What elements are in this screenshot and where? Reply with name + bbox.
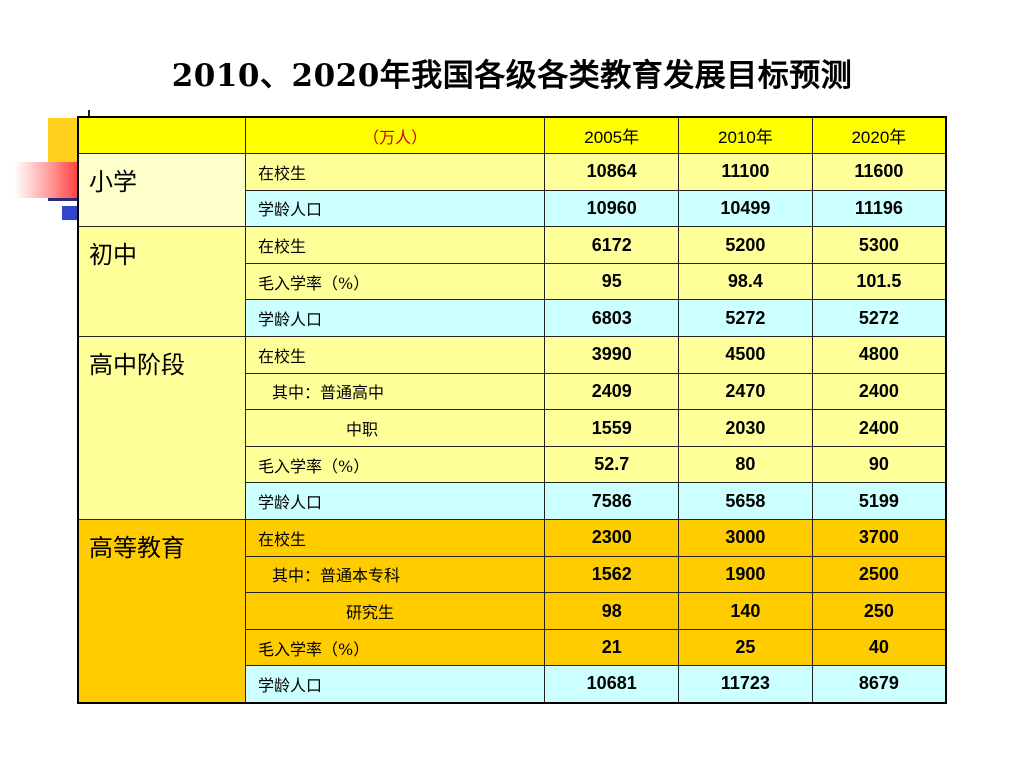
value-cell: 5272 xyxy=(811,299,947,338)
value-cell: 6172 xyxy=(544,226,680,264)
table-row: 其中：普通本专科 1562 1900 2500 xyxy=(78,555,947,594)
value-cell: 3990 xyxy=(544,336,680,374)
row-label: 毛入学率（%） xyxy=(245,262,546,301)
decor-tick-mark xyxy=(88,110,90,118)
value-cell: 8679 xyxy=(811,665,947,703)
value-cell: 10499 xyxy=(678,189,813,228)
header-year-2020: 2020年 xyxy=(811,116,947,155)
category-senior-high: 高中阶段 xyxy=(77,336,247,521)
table-row: 高中阶段 在校生 3990 4500 4800 xyxy=(77,336,947,521)
value-cell: 7586 xyxy=(544,482,680,521)
value-cell: 5300 xyxy=(811,226,947,264)
decor-yellow-square xyxy=(48,118,78,164)
value-cell: 11196 xyxy=(811,189,947,228)
header-year-2005: 2005年 xyxy=(544,116,680,155)
value-cell: 98 xyxy=(544,592,680,630)
value-cell: 5200 xyxy=(678,226,813,264)
row-label: 在校生 xyxy=(245,519,546,557)
value-cell: 11600 xyxy=(811,153,947,191)
decor-blue-square xyxy=(62,206,78,220)
value-cell: 10960 xyxy=(544,189,680,228)
table-row: 毛入学率（%） 21 25 40 xyxy=(78,628,947,667)
value-cell: 2409 xyxy=(544,372,680,411)
value-cell: 2470 xyxy=(678,372,813,411)
value-cell: 25 xyxy=(678,628,813,667)
row-label: 其中：普通本专科 xyxy=(245,555,546,594)
row-label: 中职 xyxy=(245,409,546,447)
table-row: 学龄人口 10681 11723 8679 xyxy=(78,665,947,703)
value-cell: 1559 xyxy=(544,409,680,447)
value-cell: 1562 xyxy=(544,555,680,594)
category-primary: 小学 xyxy=(77,153,247,228)
table-row: 研究生 98 140 250 xyxy=(78,592,947,630)
table-row: 高等教育 在校生 2300 3000 3700 xyxy=(77,519,947,703)
category-higher-education: 高等教育 xyxy=(77,519,247,703)
value-cell: 1900 xyxy=(678,555,813,594)
value-cell: 2300 xyxy=(544,519,680,557)
value-cell: 5658 xyxy=(678,482,813,521)
row-label: 学龄人口 xyxy=(245,299,546,338)
row-label: 在校生 xyxy=(245,153,546,191)
row-label: 毛入学率（%） xyxy=(245,628,546,667)
table-row: 学龄人口 10960 10499 11196 xyxy=(78,189,947,228)
value-cell: 80 xyxy=(678,445,813,484)
value-cell: 101.5 xyxy=(811,262,947,301)
value-cell: 90 xyxy=(811,445,947,484)
table-row: 毛入学率（%） 52.7 80 90 xyxy=(78,445,947,484)
education-forecast-table: （万人） 2005年 2010年 2020年 小学 在校生 10864 1110… xyxy=(77,116,947,704)
table-row: 小学 在校生 10864 11100 11600 xyxy=(77,153,947,228)
value-cell: 95 xyxy=(544,262,680,301)
value-cell: 4500 xyxy=(678,336,813,374)
value-cell: 140 xyxy=(678,592,813,630)
value-cell: 11100 xyxy=(678,153,813,191)
value-cell: 4800 xyxy=(811,336,947,374)
table-row: 学龄人口 7586 5658 5199 xyxy=(78,482,947,521)
value-cell: 3700 xyxy=(811,519,947,557)
value-cell: 40 xyxy=(811,628,947,667)
value-cell: 2500 xyxy=(811,555,947,594)
decor-dark-line xyxy=(48,198,78,201)
header-empty-cell xyxy=(77,116,247,155)
value-cell: 52.7 xyxy=(544,445,680,484)
row-label: 在校生 xyxy=(245,336,546,374)
row-label: 在校生 xyxy=(245,226,546,264)
value-cell: 10864 xyxy=(544,153,680,191)
header-unit: （万人） xyxy=(245,116,546,155)
value-cell: 3000 xyxy=(678,519,813,557)
table-row: 毛入学率（%） 95 98.4 101.5 xyxy=(78,262,947,301)
table-row: 中职 1559 2030 2400 xyxy=(78,409,947,447)
value-cell: 5199 xyxy=(811,482,947,521)
header-year-2010: 2010年 xyxy=(678,116,813,155)
category-junior-high: 初中 xyxy=(77,226,247,338)
value-cell: 98.4 xyxy=(678,262,813,301)
value-cell: 5272 xyxy=(678,299,813,338)
row-label: 学龄人口 xyxy=(245,665,546,703)
slide-title: 2010、2020年我国各级各类教育发展目标预测 xyxy=(171,58,853,94)
value-cell: 2030 xyxy=(678,409,813,447)
row-label: 学龄人口 xyxy=(245,189,546,228)
value-cell: 10681 xyxy=(544,665,680,703)
value-cell: 250 xyxy=(811,592,947,630)
value-cell: 2400 xyxy=(811,409,947,447)
value-cell: 6803 xyxy=(544,299,680,338)
row-label: 学龄人口 xyxy=(245,482,546,521)
row-label: 毛入学率（%） xyxy=(245,445,546,484)
table-row: 初中 在校生 6172 5200 5300 xyxy=(77,226,947,338)
value-cell: 11723 xyxy=(678,665,813,703)
row-label: 研究生 xyxy=(245,592,546,630)
row-label: 其中：普通高中 xyxy=(245,372,546,411)
table-row: 其中：普通高中 2409 2470 2400 xyxy=(78,372,947,411)
value-cell: 2400 xyxy=(811,372,947,411)
table-header-row: （万人） 2005年 2010年 2020年 xyxy=(77,116,947,155)
decor-red-gradient-bar xyxy=(14,162,78,198)
value-cell: 21 xyxy=(544,628,680,667)
